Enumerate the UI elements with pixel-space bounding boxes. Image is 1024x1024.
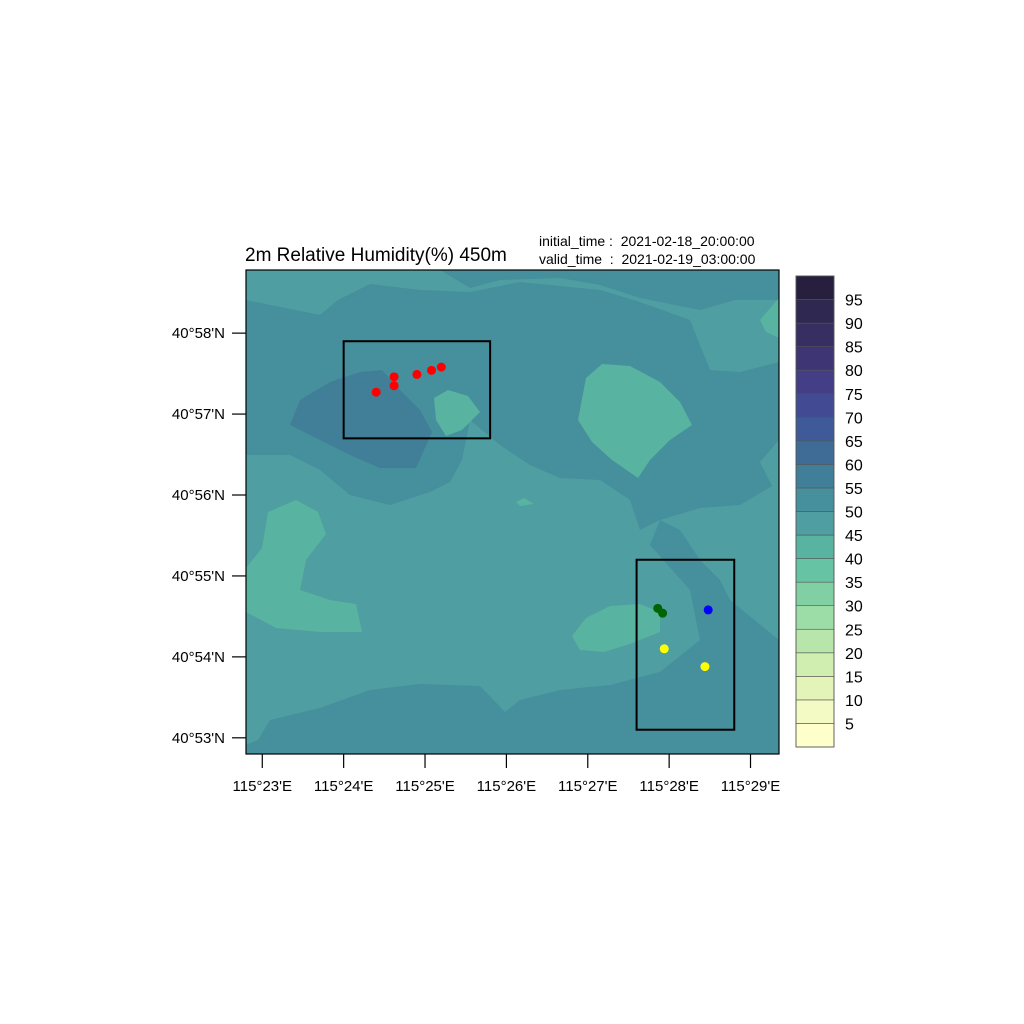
contour-field xyxy=(246,270,779,754)
colorbar-swatch xyxy=(795,652,835,677)
station-point xyxy=(427,365,437,375)
colorbar-label: 95 xyxy=(845,293,863,310)
colorbar-swatch xyxy=(795,676,835,701)
colorbar-label: 20 xyxy=(845,646,863,663)
station-point xyxy=(412,369,422,379)
colorbar-label: 35 xyxy=(845,575,863,592)
colorbar-swatch xyxy=(795,464,835,489)
x-tick-label: 115°28'E xyxy=(639,778,698,795)
contour-central-patch xyxy=(434,390,480,436)
map-title: 2m Relative Humidity(%) 450m xyxy=(245,245,507,266)
contour-west-patch xyxy=(246,500,362,632)
station-point xyxy=(703,605,713,615)
colorbar-label: 40 xyxy=(845,552,863,569)
y-tick-label: 40°57'N xyxy=(172,406,225,423)
colorbar-label: 65 xyxy=(845,434,863,451)
colorbar-swatch xyxy=(795,487,835,512)
colorbar-swatch xyxy=(795,322,835,347)
x-tick-label: 115°27'E xyxy=(558,778,617,795)
colorbar-swatch xyxy=(795,581,835,607)
contour-east-patch xyxy=(578,364,692,478)
station-point xyxy=(658,608,668,618)
colorbar-swatch xyxy=(795,346,835,371)
colorbar-swatch xyxy=(795,369,835,395)
colorbar-swatch xyxy=(795,558,835,583)
colorbar-swatch xyxy=(795,723,835,748)
contour-small-spot xyxy=(516,498,534,506)
contour-south-band xyxy=(246,520,779,754)
x-tick-label: 115°26'E xyxy=(477,778,536,795)
colorbar-frame xyxy=(795,275,835,748)
colorbar-swatch xyxy=(795,511,835,536)
station-points xyxy=(371,362,713,672)
colorbar-swatch xyxy=(795,299,835,324)
y-tick-label: 40°58'N xyxy=(172,325,225,342)
y-tick-label: 40°56'N xyxy=(172,487,225,504)
colorbar-label: 30 xyxy=(845,599,863,616)
x-tick-label: 115°24'E xyxy=(314,778,373,795)
station-point xyxy=(659,644,669,654)
colorbar-label: 10 xyxy=(845,693,863,710)
colorbar-swatch xyxy=(795,699,835,724)
colorbar-label: 15 xyxy=(845,669,863,686)
colorbar-label: 90 xyxy=(845,316,863,333)
initial-time-label: initial_time : 2021-02-18_20:00:00 xyxy=(539,233,755,249)
colorbar-swatch xyxy=(795,628,835,654)
y-tick-label: 40°55'N xyxy=(172,568,225,585)
colorbar-label: 80 xyxy=(845,363,863,380)
station-point xyxy=(389,372,399,382)
colorbar-swatch xyxy=(795,440,835,465)
station-point xyxy=(389,381,399,391)
x-tick-label: 115°29'E xyxy=(721,778,780,795)
colorbar: 95 90 85 80 75 70 65 60 55 50 45 40 35 30 25 20 15 10 5 xyxy=(795,275,863,748)
colorbar-label: 55 xyxy=(845,481,863,498)
y-axis: 40°58'N 40°57'N 40°56'N 40°55'N 40°54'N 40°53… xyxy=(172,325,246,747)
colorbar-swatch xyxy=(795,416,835,442)
station-point xyxy=(700,662,710,672)
colorbar-label: 25 xyxy=(845,622,863,639)
colorbar-label: 70 xyxy=(845,410,863,427)
x-axis: 115°23'E 115°24'E 115°25'E 115°26'E 115°27'E… xyxy=(233,754,780,795)
southeast-box xyxy=(635,558,736,731)
colorbar-label: 85 xyxy=(845,340,863,357)
contour-ne-sliver xyxy=(760,298,779,338)
colorbar-label: 45 xyxy=(845,528,863,545)
map-frame xyxy=(245,269,780,755)
station-point xyxy=(371,387,381,397)
colorbar-swatch xyxy=(795,605,835,630)
colorbar-swatch xyxy=(795,393,835,418)
station-point xyxy=(436,362,446,372)
y-tick-label: 40°54'N xyxy=(172,649,225,666)
colorbar-label: 75 xyxy=(845,387,863,404)
region-boxes xyxy=(342,340,736,731)
colorbar-swatch xyxy=(795,275,835,300)
colorbar-label: 60 xyxy=(845,457,863,474)
y-tick-label: 40°53'N xyxy=(172,730,225,747)
contour-se-patch xyxy=(572,604,660,652)
northwest-box xyxy=(342,340,492,440)
x-tick-label: 115°23'E xyxy=(233,778,292,795)
colorbar-swatch xyxy=(795,534,835,559)
colorbar-label: 50 xyxy=(845,505,863,522)
x-tick-label: 115°25'E xyxy=(395,778,454,795)
contour-nw-core xyxy=(290,370,432,468)
valid-time-label: valid_time : 2021-02-19_03:00:00 xyxy=(539,251,756,267)
colorbar-label: 5 xyxy=(845,716,854,733)
